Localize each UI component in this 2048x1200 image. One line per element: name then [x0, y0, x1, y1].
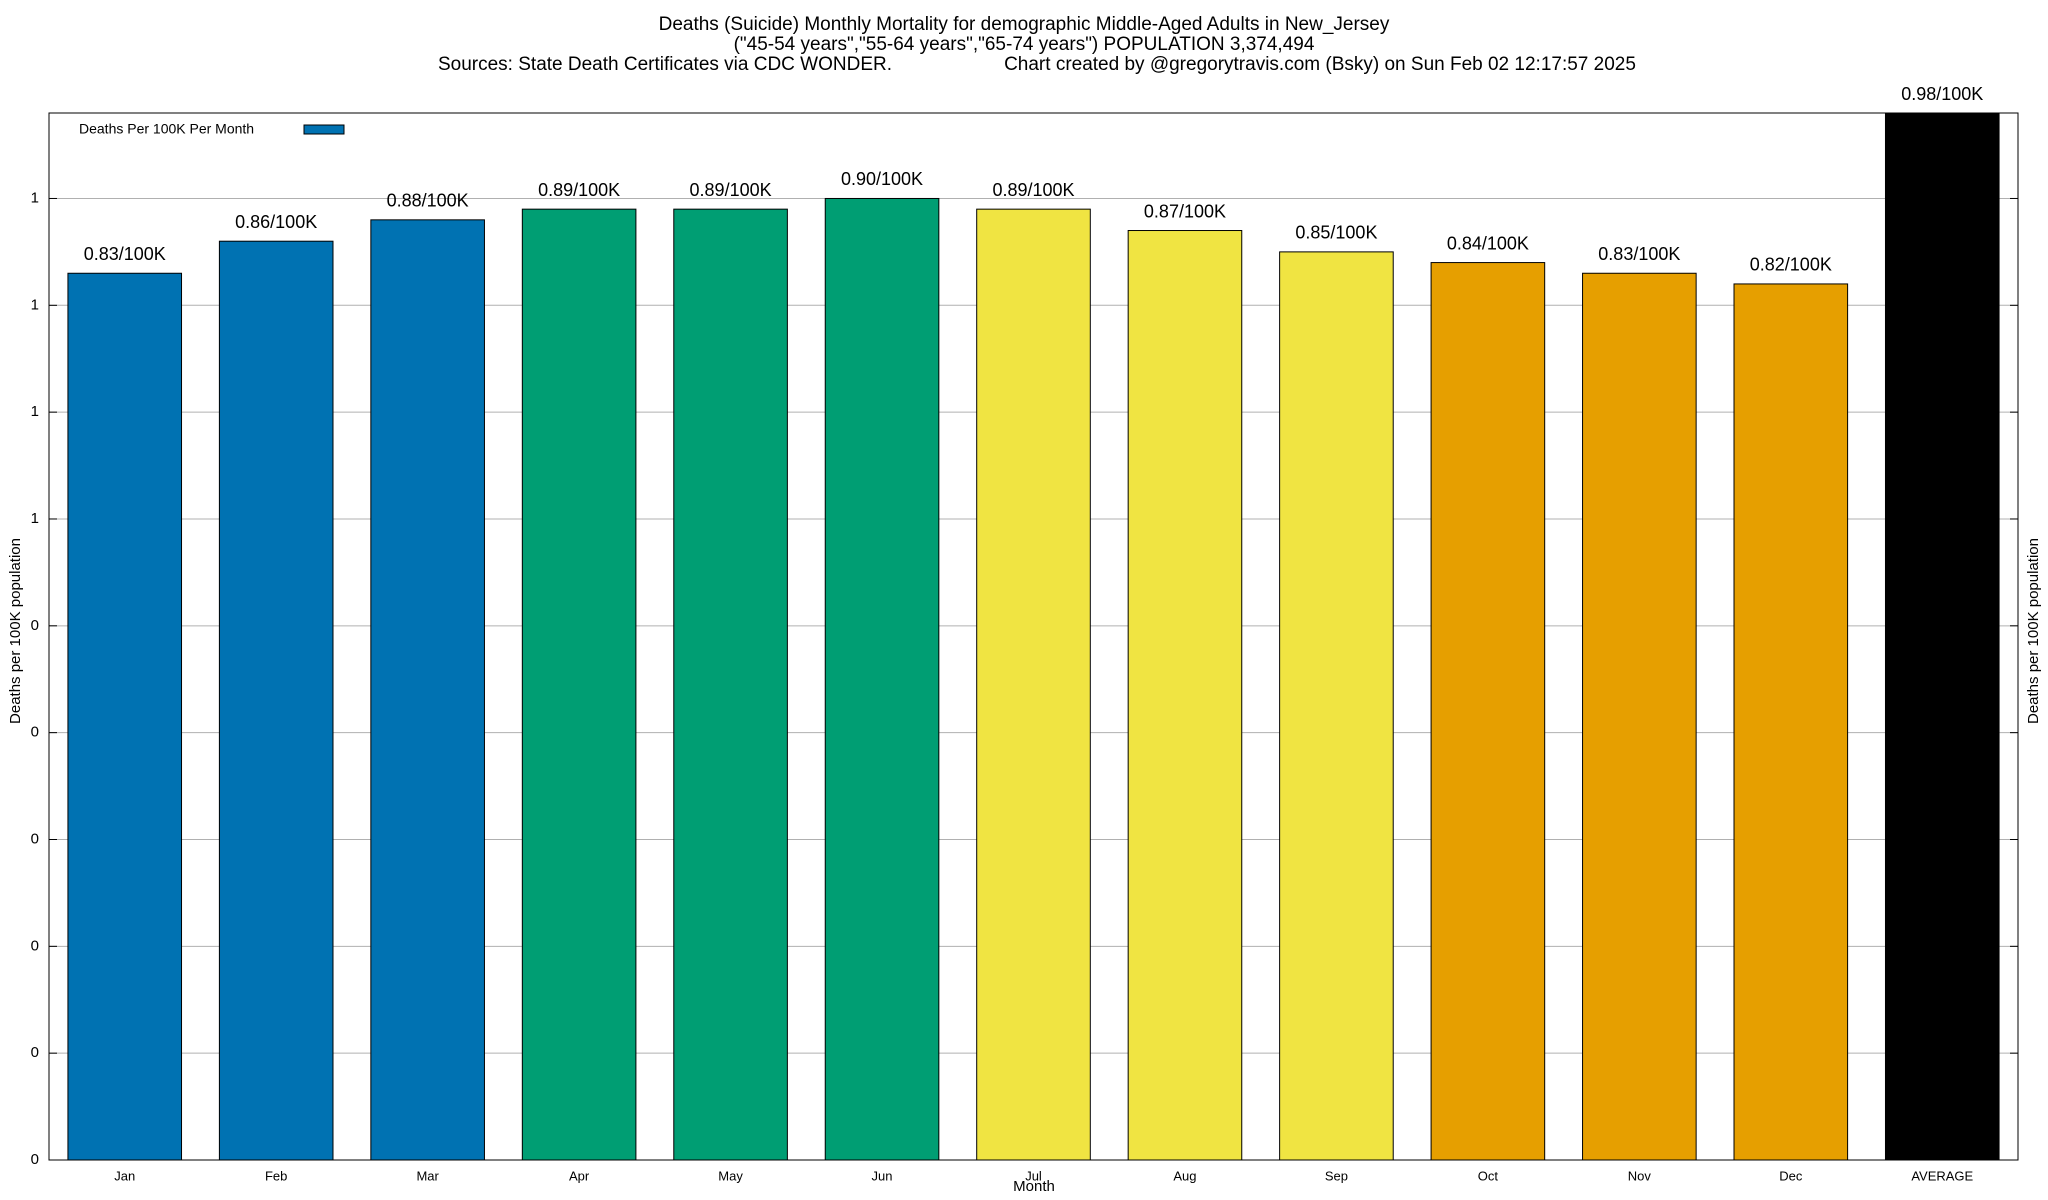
y-tick-label: 1 — [31, 510, 39, 527]
data-label: 0.82/100K — [1750, 255, 1832, 275]
x-tick-label: AVERAGE — [1911, 1168, 1973, 1183]
data-label: 0.89/100K — [690, 180, 772, 200]
y-tick-label: 0 — [31, 1044, 39, 1061]
data-label: 0.98/100K — [1901, 84, 1983, 104]
bar — [521, 208, 637, 1161]
bar — [1127, 230, 1243, 1161]
x-tick-label: Feb — [265, 1168, 287, 1183]
credit: Chart created by @gregorytravis.com (Bsk… — [1004, 54, 1636, 75]
bar — [1430, 262, 1546, 1161]
y-tick-label: 1 — [31, 189, 39, 206]
data-label: 0.84/100K — [1447, 233, 1529, 253]
bar — [1733, 283, 1849, 1161]
x-tick-label: Jun — [872, 1168, 893, 1183]
y-tick-label: 0 — [31, 617, 39, 634]
bar — [218, 240, 334, 1161]
x-tick-label: May — [718, 1168, 743, 1183]
y-tick-label: 0 — [31, 724, 39, 741]
data-label: 0.88/100K — [387, 191, 469, 211]
y-tick-label: 0 — [31, 1151, 39, 1168]
bar — [1279, 251, 1394, 1161]
x-tick-label: Aug — [1173, 1168, 1196, 1183]
legend-label: Deaths Per 100K Per Month — [79, 121, 254, 137]
bar — [1884, 112, 2000, 1161]
x-tick-label: Oct — [1478, 1168, 1499, 1183]
y-tick-label: 0 — [31, 937, 39, 954]
x-tick-label: Jul — [1025, 1168, 1042, 1183]
x-tick-label: Sep — [1325, 1168, 1348, 1183]
data-label: 0.83/100K — [1598, 244, 1680, 264]
data-label: 0.83/100K — [84, 244, 166, 264]
data-label: 0.89/100K — [538, 180, 620, 200]
y-tick-label: 1 — [31, 296, 39, 313]
bar — [673, 208, 788, 1161]
x-tick-label: Jan — [114, 1168, 135, 1183]
bar — [1582, 272, 1697, 1161]
x-tick-label: Mar — [416, 1168, 439, 1183]
y-tick-label: 1 — [31, 403, 39, 420]
bar — [824, 197, 940, 1161]
x-tick-label: Nov — [1628, 1168, 1652, 1183]
data-label: 0.85/100K — [1295, 223, 1377, 243]
data-label: 0.87/100K — [1144, 201, 1226, 221]
y-axis-label: Deaths per 100K population — [7, 538, 24, 724]
bar — [976, 208, 1091, 1161]
data-label: 0.86/100K — [235, 212, 317, 232]
data-label: 0.89/100K — [992, 180, 1074, 200]
data-label: 0.90/100K — [841, 169, 923, 189]
source: Sources: State Death Certificates via CD… — [438, 54, 892, 75]
y2-axis-label: Deaths per 100K population — [2025, 538, 2042, 724]
legend-swatch — [303, 124, 345, 135]
bar — [370, 219, 485, 1161]
x-tick-label: Apr — [569, 1168, 590, 1183]
y-tick-label: 0 — [31, 830, 39, 847]
chart-title: Deaths (Suicide) Monthly Mortality for d… — [659, 14, 1390, 35]
chart-subtitle: ("45-54 years","55-64 years","65-74 year… — [734, 34, 1315, 55]
x-tick-label: Dec — [1779, 1168, 1803, 1183]
bar — [67, 272, 183, 1161]
x-axis-label: Month — [1013, 1178, 1055, 1195]
plot-frame — [48, 112, 2019, 1161]
